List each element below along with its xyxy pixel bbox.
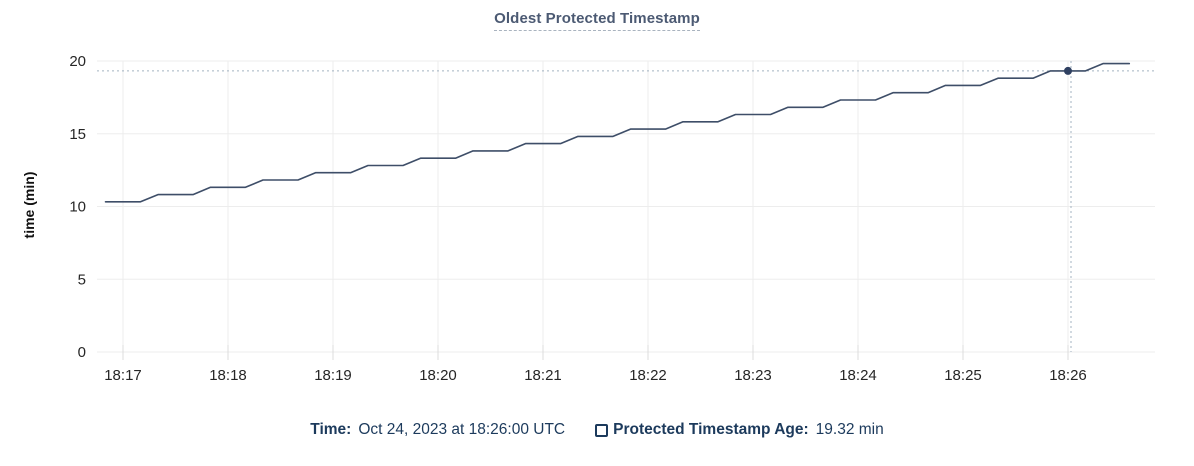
chart-title[interactable]: Oldest Protected Timestamp (494, 10, 700, 31)
series-value: 19.32 min (815, 421, 884, 438)
x-tick-label: 18:18 (209, 367, 247, 384)
tooltip-time: Time: Oct 24, 2023 at 18:26:00 UTC (310, 421, 565, 439)
chart-hover-legend: Time: Oct 24, 2023 at 18:26:00 UTC Prote… (0, 421, 1194, 439)
tooltip-time-value: Oct 24, 2023 at 18:26:00 UTC (358, 421, 566, 438)
x-tick-label: 18:20 (419, 367, 457, 384)
x-tick-label: 18:23 (734, 367, 772, 384)
highlight-point[interactable] (1064, 66, 1072, 75)
y-tick-label: 0 (78, 344, 86, 361)
chart-header: Oldest Protected Timestamp (0, 10, 1194, 31)
x-tick-label: 18:17 (104, 367, 142, 384)
line-chart-plot[interactable]: 0 5 10 15 20 18:17 18:18 18:19 18:20 18:21 18:22 18… (0, 0, 1194, 405)
legend-item-protected-timestamp-age[interactable]: Protected Timestamp Age: 19.32 min (595, 421, 884, 439)
x-tick-label: 18:21 (524, 367, 562, 384)
x-tick-label: 18:24 (839, 367, 877, 384)
tooltip-time-label: Time: (310, 421, 352, 438)
series-checkbox-icon[interactable] (595, 423, 609, 437)
x-tick-label: 18:22 (629, 367, 667, 384)
y-tick-label: 20 (69, 53, 86, 70)
x-tick-label: 18:25 (944, 367, 982, 384)
x-tick-label: 18:26 (1049, 367, 1087, 384)
y-axis-label: time (min) (21, 171, 37, 239)
y-tick-label: 5 (78, 271, 86, 288)
y-tick-label: 10 (69, 199, 86, 216)
series-label: Protected Timestamp Age: (613, 421, 809, 438)
series-line (104, 62, 1131, 203)
x-tick-label: 18:19 (314, 367, 352, 384)
y-tick-label: 15 (69, 126, 86, 143)
